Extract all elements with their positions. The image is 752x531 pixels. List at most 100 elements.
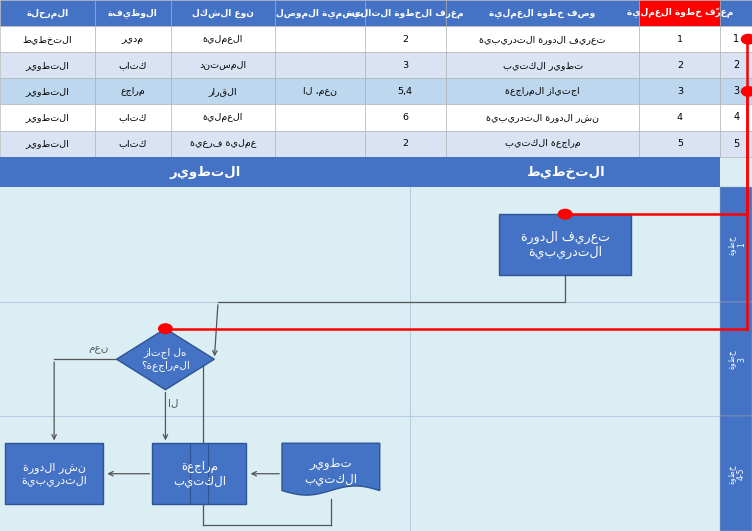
Bar [365,26,446,52]
Bar [639,105,720,131]
Text: لكشلا عون: لكشلا عون [192,8,254,18]
Bar [274,0,365,26]
Bar [720,26,752,52]
Text: طيطختلا: طيطختلا [23,35,72,44]
Bar [446,52,639,78]
Text: 2: 2 [402,139,408,148]
Bar [0,157,752,531]
Bar [720,416,752,531]
Bar [95,78,171,105]
Polygon shape [282,443,380,495]
Bar [171,131,274,157]
Bar [446,105,639,131]
Circle shape [741,35,752,44]
Text: ريوطتلا: ريوطتلا [26,139,69,148]
Text: ةيلاتلا ةوطخلا فرعم: ةيلاتلا ةوطخلا فرعم [347,8,463,18]
Text: ال: ال [168,398,178,408]
Bar [171,78,274,105]
Text: طيطختلا: طيطختلا [526,166,605,178]
Text: رارقلا: رارقلا [208,87,237,96]
Text: 4: 4 [677,113,683,122]
Bar [0,78,95,105]
Text: ريوطتلا: ريوطتلا [26,87,69,96]
Text: ةعجارملا زايتجا: ةعجارملا زايتجا [505,87,580,96]
FancyBboxPatch shape [499,214,631,275]
Bar [720,78,752,105]
Text: 5: 5 [733,139,739,149]
Bar [0,105,95,131]
Text: ريوطت
بيتكلا: ريوطت بيتكلا [305,457,357,485]
Bar [365,78,446,105]
Text: ةرودلا فيرعت
ةيبيردتلا: ةرودلا فيرعت ةيبيردتلا [520,230,610,259]
Text: زاتجا له
؟ةعجارملا: زاتجا له ؟ةعجارملا [141,347,190,371]
Text: ةيعرف ةيلمع: ةيعرف ةيلمع [190,139,256,148]
Bar [0,157,720,187]
Text: 1: 1 [733,34,739,44]
Bar [720,52,752,78]
Bar [171,52,274,78]
Bar [171,0,274,26]
Text: ريوطتلا: ريوطتلا [169,166,241,178]
Text: ريوطتلا: ريوطتلا [26,113,69,122]
Bar [274,105,365,131]
Bar [446,0,639,26]
Bar [446,26,639,52]
Bar [95,0,171,26]
Bar [0,131,95,157]
Bar [720,105,752,131]
Text: ريدم: ريدم [122,35,144,44]
Text: لصوملا ةيمست: لصوملا ةيمست [276,8,363,18]
Text: ةوطخ
1: ةوطخ 1 [726,235,746,254]
Circle shape [159,324,172,333]
Text: ةيلمعلا ةوطخ فصو: ةيلمعلا ةوطخ فصو [490,8,596,18]
Bar [0,52,95,78]
Bar [274,131,365,157]
Bar [95,52,171,78]
Text: ال ،معن: ال ،معن [303,87,337,96]
Text: 3: 3 [677,87,683,96]
Text: دنتسملا: دنتسملا [199,61,247,70]
Bar [639,78,720,105]
Bar [365,52,446,78]
Text: ةوطخ
3: ةوطخ 3 [726,349,746,369]
Text: 3: 3 [733,87,739,96]
Bar [639,52,720,78]
Text: 5,4: 5,4 [398,87,413,96]
Bar [720,131,752,157]
FancyBboxPatch shape [5,443,103,504]
Text: ةرودلا رشن
ةيبيردتلا: ةرودلا رشن ةيبيردتلا [21,462,87,485]
Text: ةلحرملا: ةلحرملا [26,8,68,18]
Bar [365,0,446,26]
Text: ةفيظولا: ةفيظولا [108,8,158,18]
Text: 4: 4 [733,113,739,123]
Circle shape [558,209,572,219]
Polygon shape [117,329,214,390]
Bar [720,187,752,302]
Text: ةيلمعلا: ةيلمعلا [203,35,243,44]
Text: معن: معن [89,344,109,354]
Bar [274,78,365,105]
Text: ةيبيردتلا ةرودلا رشن: ةيبيردتلا ةرودلا رشن [486,113,599,122]
Bar [0,26,95,52]
Bar [0,0,95,26]
Text: 5: 5 [677,139,683,148]
Text: باتك: باتك [119,61,147,70]
Bar [639,0,720,26]
Text: ةيلمعلا: ةيلمعلا [203,113,243,122]
Text: 1: 1 [677,35,683,44]
Text: 2: 2 [402,35,408,44]
Text: 2: 2 [677,61,683,70]
Text: عجارم: عجارم [120,87,145,96]
Bar [171,105,274,131]
Bar [171,26,274,52]
Bar [446,78,639,105]
Bar [720,302,752,416]
Bar [446,131,639,157]
Text: بيتكلا ريوطت: بيتكلا ريوطت [502,61,583,70]
Text: ةوطخ
4-5: ةوطخ 4-5 [726,464,746,484]
Bar [639,131,720,157]
Text: باتك: باتك [119,113,147,122]
Text: 6: 6 [402,113,408,122]
Text: باتك: باتك [119,139,147,148]
Text: ةعجارم
بيتكلا: ةعجارم بيتكلا [173,460,226,488]
